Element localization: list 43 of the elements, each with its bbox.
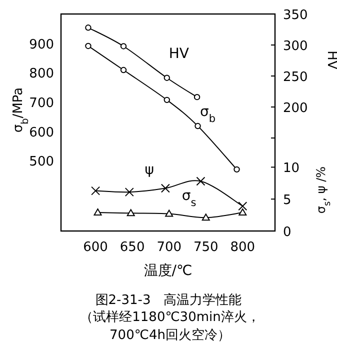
x-tick-label: 650 (120, 240, 145, 255)
point (164, 96, 170, 104)
y2-tick-label: 350 (283, 8, 308, 23)
y3-tick-label: 10 (283, 161, 300, 176)
y2-tick-label: 300 (283, 39, 308, 54)
y2-tick-label: 250 (283, 70, 308, 85)
x-tick-label: 800 (230, 240, 256, 255)
point (85, 24, 92, 31)
text: 图2-31-3 高温力学性能 (95, 292, 242, 308)
series-label: HV (168, 46, 190, 62)
point (126, 209, 135, 216)
point (120, 66, 127, 74)
y-tick-label: 800 (29, 66, 54, 82)
x-tick-label: 750 (193, 240, 218, 255)
series-label: ψ (144, 162, 154, 178)
point (85, 42, 92, 50)
x-tick-label: 700 (156, 240, 182, 255)
point (164, 74, 170, 81)
point (234, 166, 240, 173)
point (196, 176, 206, 186)
y-tick-label: 900 (29, 37, 54, 52)
y-tick-label: 600 (29, 125, 54, 140)
point (202, 214, 210, 221)
y-tick-label: 500 (29, 154, 54, 170)
point (194, 94, 200, 100)
point (238, 202, 248, 211)
y3-tick-label: 0 (283, 225, 292, 240)
x-tick-label: 600 (83, 240, 108, 255)
point (120, 43, 127, 50)
y3-tick-label: 5 (283, 193, 292, 208)
point (124, 188, 134, 197)
y2-tick-label: 200 (283, 101, 308, 116)
series-label: σ$_{s}$ (182, 188, 196, 209)
y-tick-label: 700 (29, 96, 54, 111)
point (94, 208, 102, 216)
text: （试样经1180℃30min淬火，700℃4h回火空冷） (79, 309, 261, 345)
point (165, 210, 174, 217)
series-label: σ$_{b}$ (200, 104, 216, 126)
point (91, 186, 100, 196)
point (238, 208, 247, 216)
point (160, 184, 170, 193)
x-axis-title: 温度/℃ (144, 263, 192, 279)
point (194, 122, 201, 130)
